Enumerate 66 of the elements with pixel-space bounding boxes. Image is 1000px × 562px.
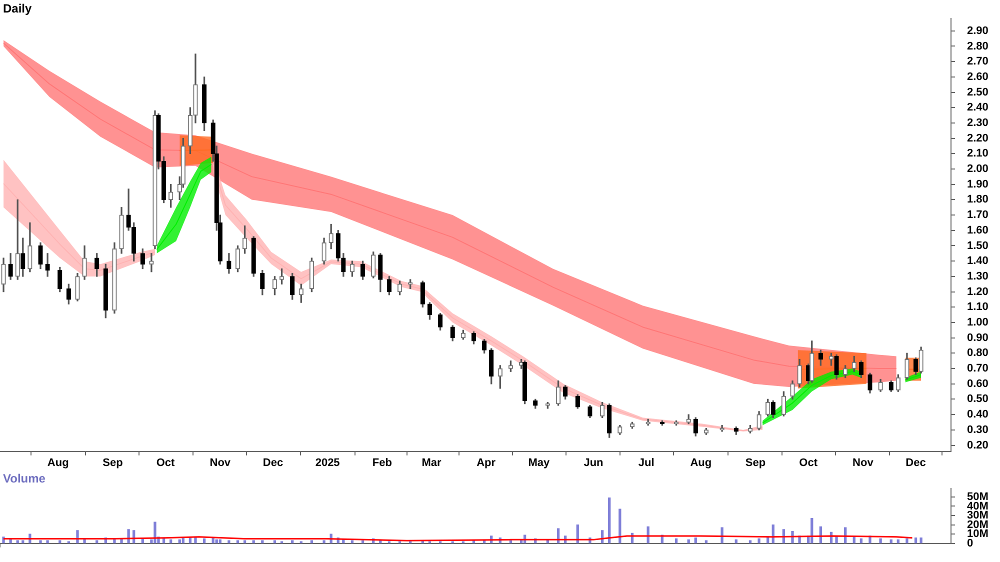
y-tick-label: 1.20 <box>967 286 988 298</box>
y-tick-label: 2.90 <box>967 24 988 37</box>
y-tick-label: 1.50 <box>967 240 988 252</box>
x-tick-label: Mar <box>422 457 442 470</box>
y-tick-label: 0.60 <box>967 378 988 390</box>
bar <box>608 498 611 544</box>
bar <box>322 540 326 544</box>
x-tick-label: Nov <box>852 457 874 470</box>
y-tick-label: 0.80 <box>967 347 988 360</box>
y-tick-label: 2.60 <box>967 70 988 83</box>
y-tick-label: 1.30 <box>967 270 988 282</box>
y-tick-label: 2.80 <box>967 40 988 52</box>
bar <box>9 539 12 544</box>
bar <box>228 540 230 544</box>
bar <box>758 538 760 544</box>
y-tick-label: 1.80 <box>967 194 988 206</box>
bar <box>914 537 918 544</box>
x-tick-label: Aug <box>690 457 712 470</box>
x-tick-label: May <box>528 457 550 470</box>
bar <box>154 522 156 544</box>
x-tick-label: Sep <box>745 457 766 470</box>
y-tick-label: 0.70 <box>967 362 988 375</box>
x-tick-label: Nov <box>210 457 232 470</box>
bar <box>46 540 49 544</box>
x-tick-label: Sep <box>102 457 124 470</box>
y-tick-label: 2.40 <box>967 102 988 114</box>
bar <box>879 538 882 544</box>
x-tick-label: Apr <box>476 457 496 470</box>
y-tick-label: 1.10 <box>967 301 988 314</box>
y-tick-label: 0.50 <box>967 393 988 406</box>
x-tick-label: Dec <box>262 457 284 470</box>
y-tick-label: 2.70 <box>967 56 988 68</box>
chart-title: Daily <box>3 1 32 16</box>
x-tick-label: Aug <box>47 457 69 470</box>
bar <box>920 537 922 544</box>
x-tick-label: Dec <box>906 457 926 470</box>
y-tick-label: 0.20 <box>967 439 988 452</box>
y-tick-label: 1.60 <box>967 224 988 236</box>
y-tick-label: 2.50 <box>967 86 988 98</box>
candlestick <box>149 253 154 272</box>
x-tick-label: Oct <box>799 457 818 470</box>
bar <box>694 537 697 544</box>
x-tick-label: Jun <box>584 457 604 470</box>
x-tick-label: Feb <box>372 457 392 470</box>
bar <box>39 540 42 544</box>
x-tick-label: 2025 <box>315 457 340 470</box>
y-tick-label: 1.40 <box>967 255 988 268</box>
y-tick-label: 1.70 <box>967 209 988 222</box>
chart-title: Volume <box>3 471 46 486</box>
bar <box>766 537 770 544</box>
x-tick-label: Oct <box>156 457 176 470</box>
x-tick-label: Jul <box>638 457 654 470</box>
bar <box>113 539 116 544</box>
y-tick-label: 0.90 <box>967 332 988 344</box>
y-tick-label: 2.20 <box>967 132 988 144</box>
y-tick-label: 2.10 <box>967 148 988 160</box>
y-tick-label: 2.30 <box>967 116 988 129</box>
y-tick-label: 1.00 <box>967 316 988 329</box>
y-tick-label: 2.00 <box>967 163 988 176</box>
y-tick-label: 0.30 <box>967 424 988 436</box>
y-tick-label: 0.40 <box>967 408 988 421</box>
bar <box>618 508 622 544</box>
bar <box>83 539 86 544</box>
bar <box>906 538 908 544</box>
y-tick-label: 1.90 <box>967 178 988 190</box>
y-tick-label: 50M <box>967 490 988 503</box>
